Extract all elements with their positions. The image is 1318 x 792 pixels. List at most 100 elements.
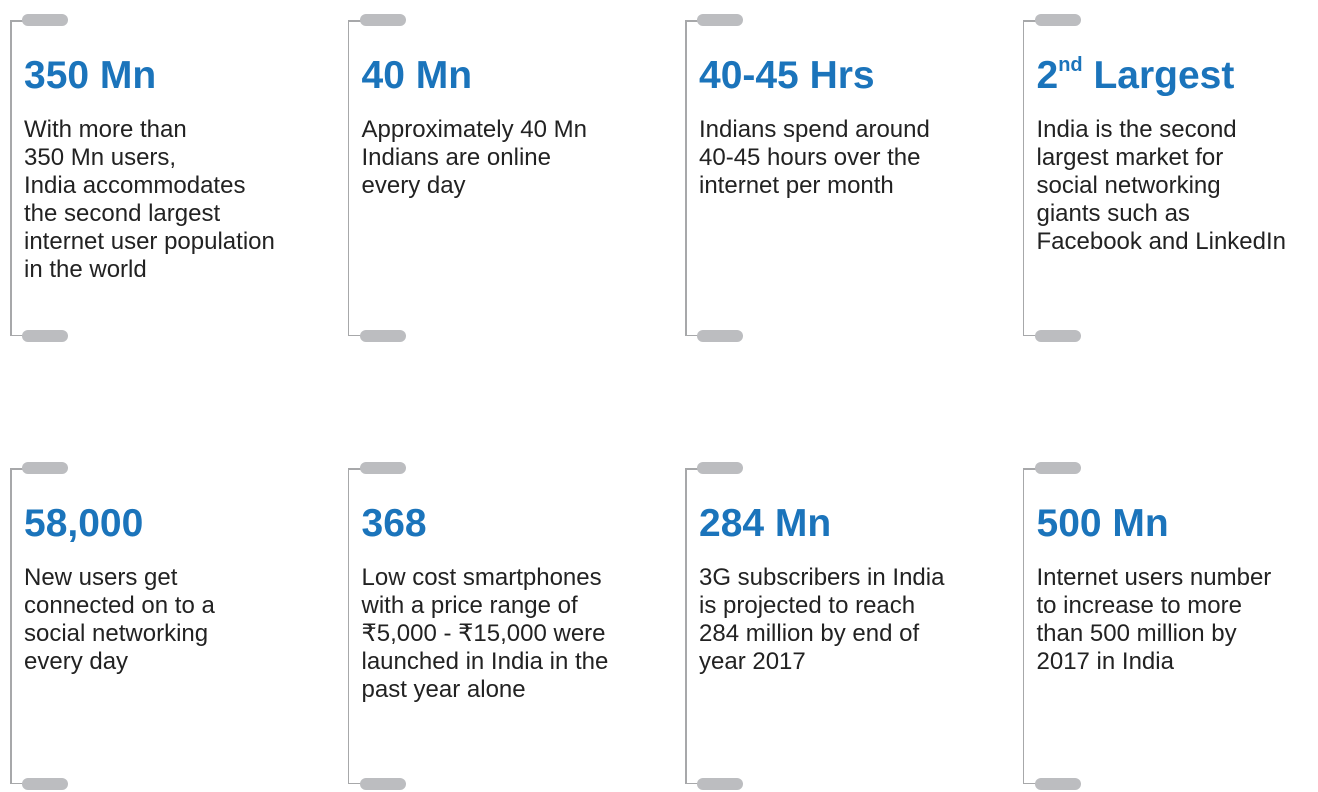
headline: 284 Mn [699,502,831,546]
bracket-pill [697,330,743,342]
description: India is the second largest market for soc… [1037,116,1287,256]
bracket-pill [22,462,68,474]
headline: 350 Mn [24,54,156,98]
bracket-connector [685,468,699,470]
description-line: every day [24,648,129,675]
description-line: year 2017 [699,648,806,675]
bracket-pill [359,778,406,790]
bracket-connector [347,782,362,784]
description-line: the second largest [24,200,221,227]
description-line: Indians are online [361,144,551,171]
description: 3G subscribers in India is projected to r… [699,564,944,676]
description-line: social networking [1036,172,1221,199]
stat-card: 350 Mn With more than 350 Mn users, India a… [8,10,328,342]
description-line: connected on to a [24,592,215,619]
bracket-line [10,20,12,336]
description-line: internet user population [24,228,275,255]
bracket-connector [347,334,362,336]
description-line: India accommodates [24,172,246,199]
description: Indians spend around 40-45 hours over the… [699,116,930,200]
bracket-pill [1034,778,1081,790]
description-line: New users get [24,564,178,591]
bracket-pill [697,462,743,474]
headline: 40 Mn [362,54,473,98]
description-line: giants such as [1036,200,1190,227]
description: Low cost smartphones with a price range o… [362,564,609,704]
stat-card: 2nd Largest India is the second largest ma… [1021,10,1318,342]
headline-sup: nd [1058,54,1083,76]
headline-rest: Largest [1082,54,1235,97]
bracket-line [347,468,349,784]
bracket-connector [347,468,362,470]
description-line: internet per month [699,172,894,199]
description-line: Indians spend around [699,116,930,143]
description-line: is projected to reach [699,592,916,619]
description: New users get connected on to a social net… [24,564,215,676]
bracket-connector [685,782,699,784]
stat-card: 500 Mn Internet users number to increase t… [1021,458,1318,790]
headline: 40-45 Hrs [699,54,875,98]
bracket-pill [697,778,743,790]
headline: 58,000 [24,502,143,546]
stat-card: 40 Mn Approximately 40 Mn Indians are onli… [346,10,666,342]
bracket-connector [685,334,699,336]
bracket-connector [10,334,24,336]
bracket-pill [359,14,406,26]
description-line: India is the second [1036,116,1237,143]
description-line: largest market for [1036,144,1224,171]
bracket-pill [22,778,68,790]
headline: 368 [362,502,427,546]
description-line: launched in India in the [361,648,609,675]
bracket-pill [22,330,68,342]
description: Approximately 40 Mn Indians are online eve… [362,116,587,200]
bracket-line [347,20,349,336]
description-line: 40-45 hours over the [699,144,921,171]
bracket-connector [10,20,24,22]
description-line: social networking [24,620,209,647]
bracket-connector [1022,20,1037,22]
headline: 500 Mn [1037,502,1169,546]
headline: 2nd Largest [1037,54,1235,98]
bracket-pill [359,330,406,342]
description-line: 350 Mn users, [24,144,177,171]
bracket-line [685,20,687,336]
headline-text: 40 Mn [361,54,473,97]
bracket-connector [1022,468,1037,470]
description-line: past year alone [361,676,526,703]
stat-card: 368 Low cost smartphones with a price rang… [346,458,666,790]
bracket-connector [10,468,24,470]
headline-text: 350 Mn [24,54,157,97]
description-line: every day [361,172,466,199]
description: With more than 350 Mn users, India accommo… [24,116,275,284]
description-line: Internet users number [1036,564,1272,591]
bracket-connector [10,782,24,784]
bracket-connector [685,20,699,22]
bracket-pill [1034,462,1081,474]
bracket-pill [697,14,743,26]
description-line: with a price range of [361,592,578,619]
description-line: 2017 in India [1036,648,1174,675]
headline-text: 2 [1036,54,1059,97]
description-line: 284 million by end of [699,620,920,647]
description-line: ₹5,000 - ₹15,000 were [361,620,606,647]
headline-text: 284 Mn [699,502,832,545]
headline-text: 500 Mn [1036,502,1169,545]
bracket-line [685,468,687,784]
bracket-connector [347,20,362,22]
bracket-pill [1034,330,1081,342]
stat-card: 58,000 New users get connected on to a soci… [8,458,328,790]
description-line: Facebook and LinkedIn [1036,228,1287,255]
bracket-connector [1022,334,1037,336]
headline-text: 368 [361,502,427,545]
description: Internet users number to increase to more… [1037,564,1272,676]
bracket-line [1022,468,1024,784]
description-line: in the world [24,256,147,283]
bracket-line [1022,20,1024,336]
bracket-pill [22,14,68,26]
headline-text: 58,000 [24,502,144,545]
stat-card: 284 Mn 3G subscribers in India is projecte… [683,458,1003,790]
description-line: 3G subscribers in India [699,564,945,591]
description-line: With more than [24,116,187,143]
description-line: than 500 million by [1036,620,1237,647]
